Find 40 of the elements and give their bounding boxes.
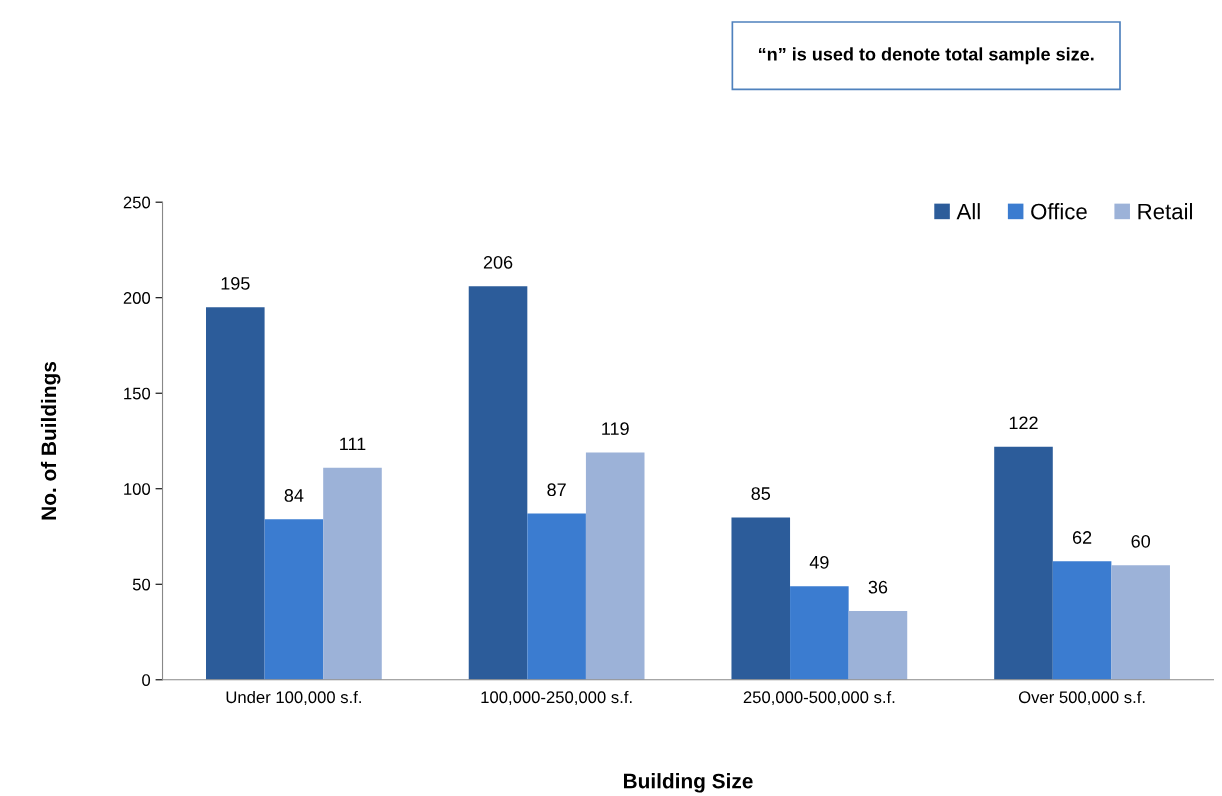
data-label: 87 <box>547 483 566 497</box>
data-label: 36 <box>868 580 888 594</box>
text: “n” is used to denote total sample size. <box>758 47 1094 65</box>
x-axis-title: Building Size <box>623 773 753 793</box>
legend-label: All <box>956 203 980 220</box>
x-tick-label: Over 500,000 s.f. <box>1018 690 1145 706</box>
bar <box>264 519 324 680</box>
x-tick-label: 100,000-250,000 s.f. <box>481 690 632 706</box>
y-tick-label: 200 <box>123 292 151 304</box>
data-label: 84 <box>284 489 304 502</box>
bar <box>468 286 528 680</box>
data-label: 111 <box>340 437 366 451</box>
bar <box>731 517 791 680</box>
legend-label: Retail <box>1138 203 1192 220</box>
legend-label: Office <box>1031 203 1087 220</box>
data-label: 62 <box>1072 531 1092 544</box>
bar <box>790 586 849 680</box>
y-tick-label: 0 <box>142 674 151 686</box>
bar <box>527 513 586 680</box>
data-label: 49 <box>809 555 829 569</box>
bar <box>206 307 265 680</box>
x-tick-label: Under 100,000 s.f. <box>226 690 361 706</box>
y-tick-label: 50 <box>132 578 151 591</box>
data-label: 122 <box>1009 416 1038 430</box>
y-tick-label: 250 <box>123 196 151 209</box>
data-label: 119 <box>602 422 629 435</box>
bar <box>585 452 645 680</box>
bar <box>1052 561 1112 680</box>
data-label: 60 <box>1131 534 1151 548</box>
bar <box>848 611 908 680</box>
data-label: 85 <box>751 487 771 500</box>
y-tick-label: 100 <box>124 483 151 495</box>
bar <box>1111 565 1170 680</box>
x-tick-label: 250,000-500,000 s.f. <box>743 690 895 706</box>
bar <box>323 467 382 680</box>
y-tick-label: 150 <box>124 387 151 400</box>
data-label: 195 <box>221 277 250 290</box>
data-label: 206 <box>483 256 513 269</box>
y-axis-title: No. of Buildings <box>40 361 61 520</box>
bar <box>994 446 1053 680</box>
